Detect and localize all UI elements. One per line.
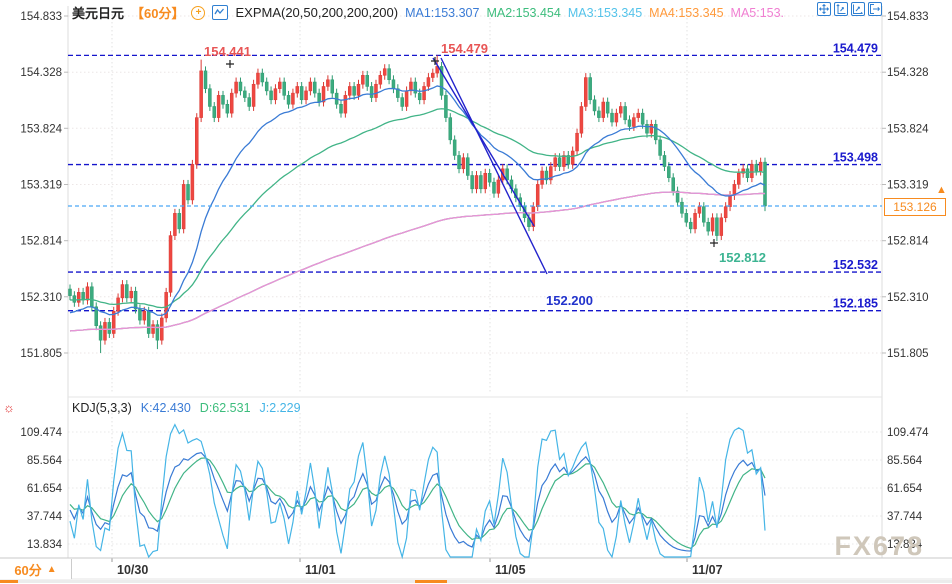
y-axis-fit-icon[interactable]: [834, 2, 848, 16]
y-axis-label-left: 153.319: [20, 179, 62, 191]
anchor-cross-marker: [710, 239, 718, 247]
kdj-k-line: [69, 451, 766, 552]
timeframe-tab[interactable]: 60分 ▲: [0, 559, 72, 579]
kdj-legend: KDJ(5,3,3) K:42.430 D:62.531 J:2.229: [72, 401, 301, 415]
interval-label: 【60分】: [131, 6, 185, 21]
trend-line: [440, 57, 548, 275]
ma5-value: MA5:153.: [730, 5, 785, 20]
ema-20-line: [69, 85, 766, 317]
kdj-j-line: [69, 423, 766, 560]
kdj-axis-label-right: 61.654: [887, 483, 923, 495]
kdj-name[interactable]: KDJ(5,3,3): [72, 401, 132, 415]
popout-icon[interactable]: [868, 2, 882, 16]
kdj-axis-label-right: 37.744: [887, 511, 923, 523]
ma1-value: MA1:153.307: [405, 5, 480, 20]
price-annotation: 154.441: [204, 44, 251, 59]
kdj-axis-label-left: 61.654: [27, 483, 63, 495]
anchor-cross-marker: [226, 60, 234, 68]
y-axis-label-left: 152.310: [20, 292, 62, 304]
y-axis-label-left: 154.833: [20, 11, 62, 23]
indicator-chart-icon[interactable]: [212, 5, 229, 20]
kdj-j-value: J:2.229: [259, 401, 301, 415]
latest-price-arrow-icon[interactable]: ▲: [936, 183, 947, 196]
kdj-settings-icon[interactable]: ☼: [3, 400, 15, 415]
date-label: 11/05: [495, 563, 526, 577]
kdj-axis-label-left: 13.834: [27, 539, 63, 551]
y-axis-label-right: 152.310: [887, 292, 929, 304]
ema-200-line: [69, 191, 766, 332]
kdj-axis-label-right: 85.564: [887, 455, 923, 467]
x-axis-fit-icon[interactable]: [851, 2, 865, 16]
price-annotation: 152.200: [546, 293, 593, 308]
zigzag-glyph: [214, 8, 224, 14]
level-label: 154.479: [833, 41, 878, 55]
y-axis-label-right: 153.319: [887, 179, 929, 191]
trend-line: [432, 57, 535, 227]
kdj-d-line: [69, 457, 766, 549]
current-price-tag: 153.126: [884, 197, 946, 216]
chart-toolbar: [817, 2, 882, 16]
kdj-axis-label-left: 37.744: [27, 511, 63, 523]
date-label: 11/07: [692, 563, 723, 577]
kdj-axis-label-right: 13.834: [887, 539, 923, 551]
kdj-axis-label-left: 85.564: [27, 455, 63, 467]
level-label: 152.532: [833, 258, 878, 272]
kdj-k-value: K:42.430: [140, 401, 191, 415]
kdj-axis-label-left: 109.474: [20, 427, 62, 439]
ma4-value: MA4:153.345: [649, 5, 724, 20]
price-annotation: 154.479: [441, 41, 488, 56]
watermark: FX678: [834, 531, 924, 561]
y-axis-label-right: 154.833: [887, 11, 929, 23]
y-axis-label-left: 153.824: [20, 123, 62, 135]
y-axis-label-right: 151.805: [887, 348, 929, 360]
timeframe-arrow-icon: ▲: [46, 563, 57, 575]
y-axis-label-right: 152.814: [887, 236, 929, 248]
scrollbar-thumb[interactable]: [415, 580, 447, 583]
symbol-title: 美元日元: [72, 6, 125, 21]
price-annotation: 152.812: [719, 250, 766, 265]
ema-50-line: [69, 108, 766, 309]
y-axis-label-left: 152.814: [20, 236, 62, 248]
y-axis-label-right: 154.328: [887, 67, 929, 79]
y-axis-label-right: 153.824: [887, 123, 929, 135]
add-indicator-icon[interactable]: +: [191, 5, 206, 20]
scrollbar-left-cap: [0, 580, 18, 583]
ma2-value: MA2:153.454: [486, 5, 561, 20]
level-label: 153.498: [833, 151, 878, 165]
date-label: 10/30: [117, 563, 148, 577]
kdj-d-value: D:62.531: [199, 401, 251, 415]
scrollbar-track[interactable]: [0, 580, 952, 583]
candlestick-layer: [68, 55, 767, 353]
ma3-value: MA3:153.345: [567, 5, 643, 20]
y-axis-label-left: 151.805: [20, 348, 62, 360]
date-label: 11/01: [305, 563, 336, 577]
level-label: 152.185: [833, 297, 878, 311]
main-chart-legend: 美元日元 【60分】 + EXPMA(20,50,200,200,200) MA…: [72, 3, 784, 22]
kdj-axis-label-right: 109.474: [887, 427, 929, 439]
indicator-name[interactable]: EXPMA(20,50,200,200,200): [235, 5, 399, 20]
move-crosshair-icon[interactable]: [817, 2, 831, 16]
y-axis-label-left: 154.328: [20, 67, 62, 79]
anchor-cross-marker: [431, 57, 439, 65]
timeframe-label: 60分: [14, 562, 42, 578]
